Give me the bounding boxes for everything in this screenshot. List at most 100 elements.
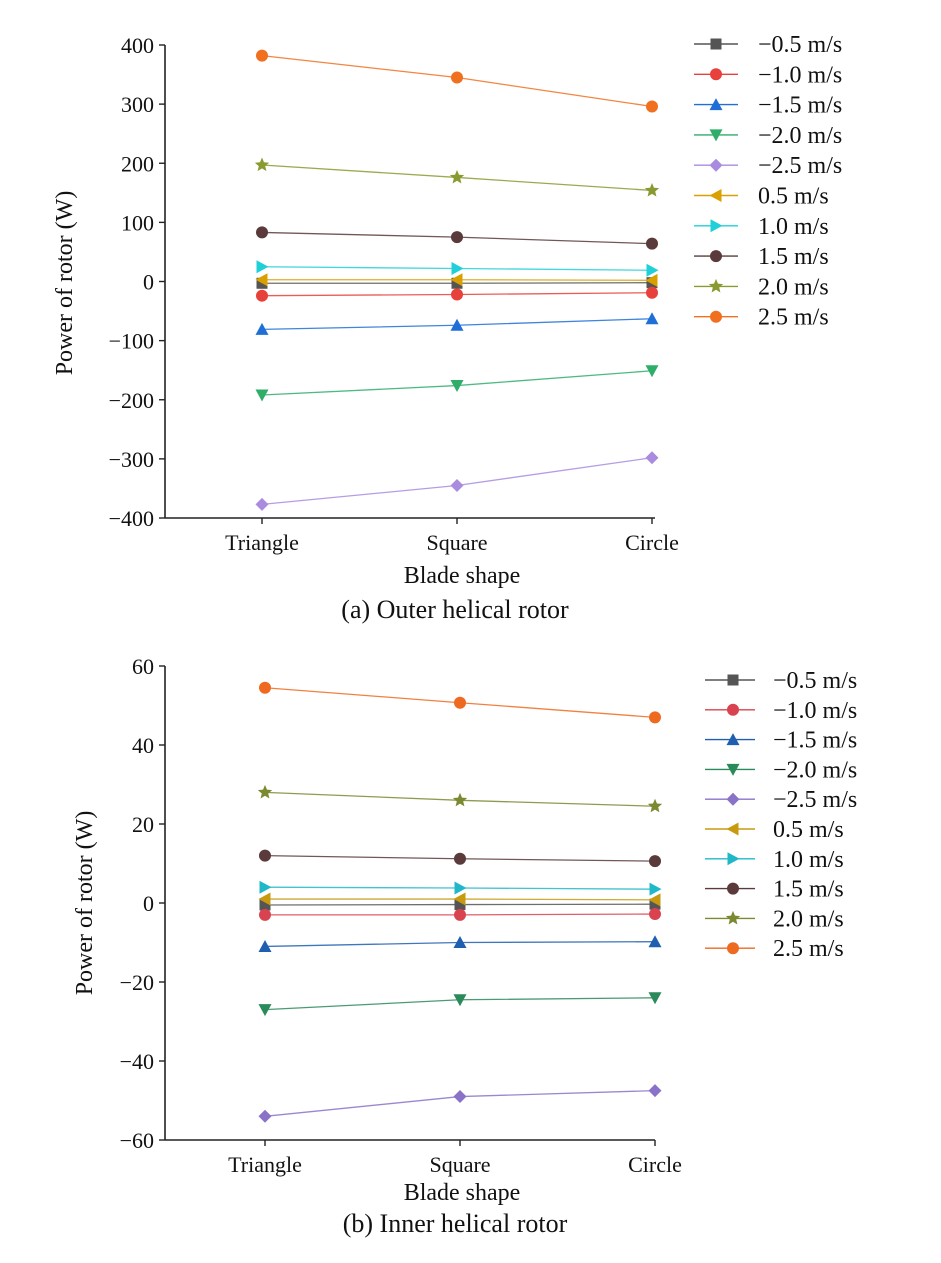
data-point	[256, 289, 268, 302]
legend-label: −1.0 m/s	[758, 62, 842, 88]
legend-marker	[710, 310, 722, 323]
y-axis-title: Power of rotor (W)	[72, 811, 98, 996]
data-point	[646, 263, 659, 277]
legend-marker	[710, 38, 722, 50]
legend-label: 1.5 m/s	[758, 244, 829, 270]
legend-label: −2.0 m/s	[758, 123, 842, 149]
legend-label: −0.5 m/s	[773, 668, 857, 694]
data-point	[649, 908, 661, 921]
panel-caption: (a) Outer helical rotor	[341, 595, 569, 624]
series-4	[255, 451, 659, 511]
series-2	[255, 312, 659, 335]
data-point	[450, 318, 464, 331]
data-point	[258, 1109, 272, 1123]
data-point	[454, 899, 466, 911]
data-point	[256, 277, 268, 289]
x-tick-label: Circle	[625, 530, 679, 555]
legend-label: 0.5 m/s	[773, 817, 844, 843]
series-8	[257, 784, 663, 813]
panel-caption: (b) Inner helical rotor	[343, 1209, 568, 1238]
legend-marker	[726, 822, 739, 836]
legend-label: 1.0 m/s	[773, 847, 844, 873]
series-9	[256, 49, 658, 113]
legend-item: −1.0 m/s	[694, 62, 842, 88]
data-point	[649, 882, 662, 896]
data-point	[646, 237, 658, 250]
y-tick-label: −300	[109, 447, 154, 472]
data-point	[645, 312, 659, 325]
y-tick-label: 0	[143, 270, 154, 295]
series-4	[258, 1084, 662, 1123]
data-point	[648, 893, 661, 907]
data-point	[451, 71, 463, 84]
legend-marker	[727, 942, 739, 955]
legend-item: −2.0 m/s	[705, 757, 857, 783]
y-tick-label: 20	[132, 812, 154, 837]
y-tick-label: 60	[132, 654, 154, 679]
data-point	[255, 273, 268, 287]
series-0	[259, 898, 661, 911]
data-point	[645, 273, 658, 287]
data-point	[254, 157, 270, 172]
data-point	[454, 881, 467, 895]
legend-label: 2.0 m/s	[773, 906, 844, 932]
legend-item: 2.0 m/s	[694, 274, 829, 300]
legend-label: 2.5 m/s	[773, 936, 844, 962]
data-point	[256, 49, 268, 62]
legend-label: 1.0 m/s	[758, 214, 829, 240]
legend-item: −0.5 m/s	[705, 668, 857, 694]
series-5	[258, 892, 661, 907]
data-point	[450, 478, 464, 492]
legend-label: 0.5 m/s	[758, 184, 829, 210]
legend-marker	[727, 703, 739, 716]
legend-item: 0.5 m/s	[705, 817, 844, 843]
legend-marker	[709, 189, 722, 202]
legend-item: 2.0 m/s	[705, 906, 844, 932]
legend-marker	[710, 250, 722, 263]
data-point	[645, 365, 659, 378]
data-point	[649, 855, 661, 868]
data-point	[451, 231, 463, 244]
legend-label: −0.5 m/s	[758, 32, 842, 58]
legend-label: 1.5 m/s	[773, 877, 844, 903]
data-point	[255, 389, 269, 402]
legend-marker	[727, 882, 739, 895]
data-point	[648, 1084, 662, 1098]
data-point	[644, 182, 660, 197]
y-tick-label: 100	[121, 210, 154, 235]
data-point	[453, 994, 467, 1007]
y-tick-label: −60	[120, 1128, 154, 1153]
legend-item: 1.5 m/s	[705, 877, 844, 903]
legend-item: 1.0 m/s	[694, 214, 829, 240]
legend: −0.5 m/s −1.0 m/s −1.5 m/s −2.0 m/s −2.5 m/s…	[705, 668, 857, 962]
legend-marker	[727, 852, 740, 866]
y-tick-label: −40	[120, 1049, 154, 1074]
series-5	[255, 273, 658, 287]
data-point	[453, 892, 466, 906]
data-point	[259, 880, 272, 894]
data-point	[258, 939, 272, 952]
y-tick-label: −400	[109, 506, 154, 531]
legend-item: −0.5 m/s	[694, 32, 842, 58]
legend-label: 2.0 m/s	[758, 274, 829, 300]
x-tick-label: Circle	[628, 1152, 682, 1177]
legend-marker	[710, 68, 722, 81]
legend-label: −2.0 m/s	[773, 757, 857, 783]
legend-item: 0.5 m/s	[694, 184, 829, 210]
series-6	[256, 260, 659, 277]
data-point	[452, 792, 468, 807]
legend-label: −2.5 m/s	[773, 787, 857, 813]
x-axis-title: Blade shape	[404, 563, 521, 589]
data-point	[646, 100, 658, 113]
legend-item: −2.0 m/s	[694, 123, 842, 149]
y-tick-label: −20	[120, 970, 154, 995]
series-9	[259, 681, 661, 724]
x-axis-title: Blade shape	[404, 1180, 521, 1206]
legend-marker	[727, 674, 739, 686]
data-point	[256, 260, 269, 274]
data-point	[453, 1090, 467, 1104]
data-point	[648, 992, 662, 1005]
data-point	[255, 322, 269, 335]
data-point	[258, 1004, 272, 1017]
y-tick-label: 300	[121, 92, 154, 117]
